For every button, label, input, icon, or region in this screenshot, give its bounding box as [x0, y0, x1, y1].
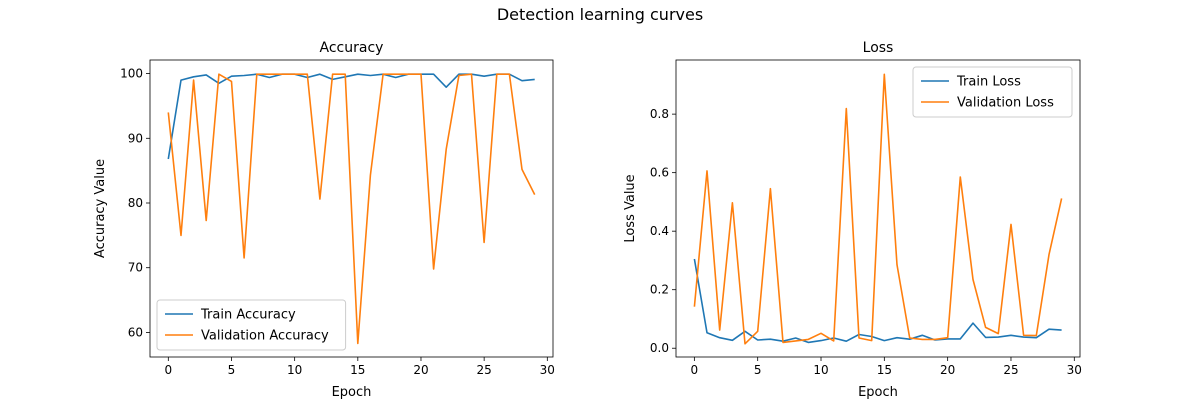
accuracy-chart-title: Accuracy — [320, 40, 384, 56]
loss-x-tick-label: 5 — [754, 363, 762, 377]
loss-x-tick-label: 25 — [1003, 363, 1018, 377]
loss-x-tick-label: 20 — [940, 363, 955, 377]
accuracy-legend-label: Validation Accuracy — [201, 329, 329, 344]
loss-y-tick-label: 0.2 — [650, 283, 669, 297]
loss-y-tick-label: 0.8 — [650, 107, 669, 121]
loss-legend: Train Loss Validation Loss — [912, 66, 1073, 118]
accuracy-legend-label: Train Accuracy — [200, 308, 296, 323]
accuracy-train-accuracy-line — [167, 73, 535, 160]
accuracy-y-tick-label: 100 — [120, 67, 143, 81]
loss-x-tick-label: 30 — [1067, 363, 1082, 377]
accuracy-y-tick-label: 70 — [128, 261, 143, 275]
accuracy-validation-accuracy-line — [167, 73, 536, 345]
loss-x-tick-label: 0 — [691, 363, 699, 377]
accuracy-chart: Accuracy Epoch Accuracy Value 0 5 10 15 20 25… — [93, 40, 555, 400]
loss-chart: Loss Epoch Loss Value 0 5 10 15 20 25 30 0.0 0.2… — [623, 40, 1082, 400]
accuracy-x-tick-label: 30 — [540, 363, 555, 377]
accuracy-plot-frame — [149, 59, 554, 358]
accuracy-y-tick-label: 80 — [128, 196, 143, 210]
loss-train-loss-line — [693, 258, 1062, 344]
loss-y-axis-label: Loss Value — [623, 174, 638, 242]
loss-x-axis-label: Epoch — [858, 385, 898, 400]
accuracy-y-axis-label: Accuracy Value — [93, 159, 108, 258]
loss-y-tick-label: 0.6 — [650, 166, 669, 180]
accuracy-x-tick-label: 20 — [413, 363, 428, 377]
accuracy-x-tick-label: 5 — [228, 363, 236, 377]
loss-x-tick-label: 15 — [877, 363, 892, 377]
loss-validation-loss-line — [693, 73, 1063, 345]
accuracy-y-tick-label: 60 — [128, 325, 143, 339]
loss-plot-frame — [675, 59, 1081, 358]
accuracy-x-tick-label: 25 — [477, 363, 492, 377]
loss-x-tick-label: 10 — [813, 363, 828, 377]
accuracy-x-tick-label: 0 — [164, 363, 172, 377]
loss-legend-box — [912, 66, 1073, 118]
loss-y-tick-label: 0.4 — [650, 224, 669, 238]
loss-legend-label: Validation Loss — [957, 96, 1054, 111]
loss-chart-title: Loss — [863, 40, 894, 56]
accuracy-legend: Train Accuracy Validation Accuracy — [156, 299, 347, 351]
figure-title: Detection learning curves — [497, 5, 703, 24]
accuracy-x-axis-label: Epoch — [332, 385, 372, 400]
accuracy-x-tick-label: 10 — [287, 363, 302, 377]
accuracy-x-tick-label: 15 — [350, 363, 365, 377]
loss-legend-label: Train Loss — [956, 75, 1021, 90]
loss-y-tick-label: 0.0 — [650, 341, 669, 355]
accuracy-legend-box — [156, 299, 347, 351]
accuracy-y-tick-label: 90 — [128, 131, 143, 145]
